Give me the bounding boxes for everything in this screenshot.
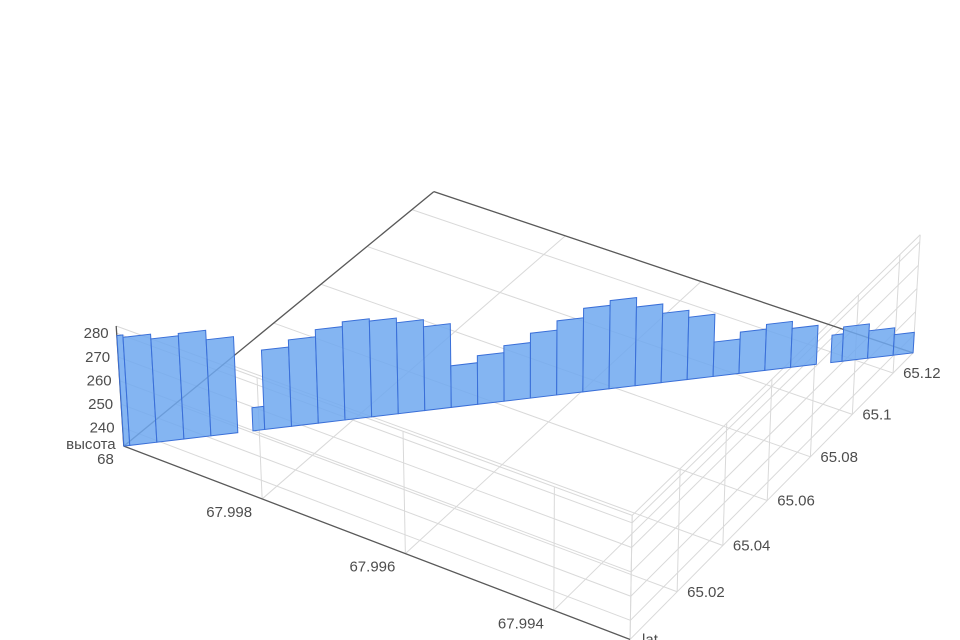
svg-text:68: 68	[97, 451, 114, 468]
svg-text:240: 240	[90, 420, 115, 437]
svg-text:65.12: 65.12	[903, 365, 941, 382]
svg-text:65.04: 65.04	[733, 537, 771, 554]
svg-text:67.996: 67.996	[349, 559, 395, 576]
svg-text:65.1: 65.1	[862, 406, 891, 423]
svg-text:высота: высота	[66, 436, 116, 453]
svg-text:270: 270	[85, 349, 110, 366]
svg-text:67.994: 67.994	[498, 615, 544, 632]
svg-text:65.02: 65.02	[687, 584, 725, 601]
svg-text:260: 260	[87, 373, 112, 390]
svg-text:67.998: 67.998	[206, 504, 252, 521]
svg-text:65.08: 65.08	[820, 449, 858, 466]
svg-text:250: 250	[88, 396, 113, 413]
svg-text:280: 280	[84, 325, 109, 342]
svg-text:lat: lat	[642, 631, 659, 640]
svg-text:65.06: 65.06	[777, 493, 815, 510]
